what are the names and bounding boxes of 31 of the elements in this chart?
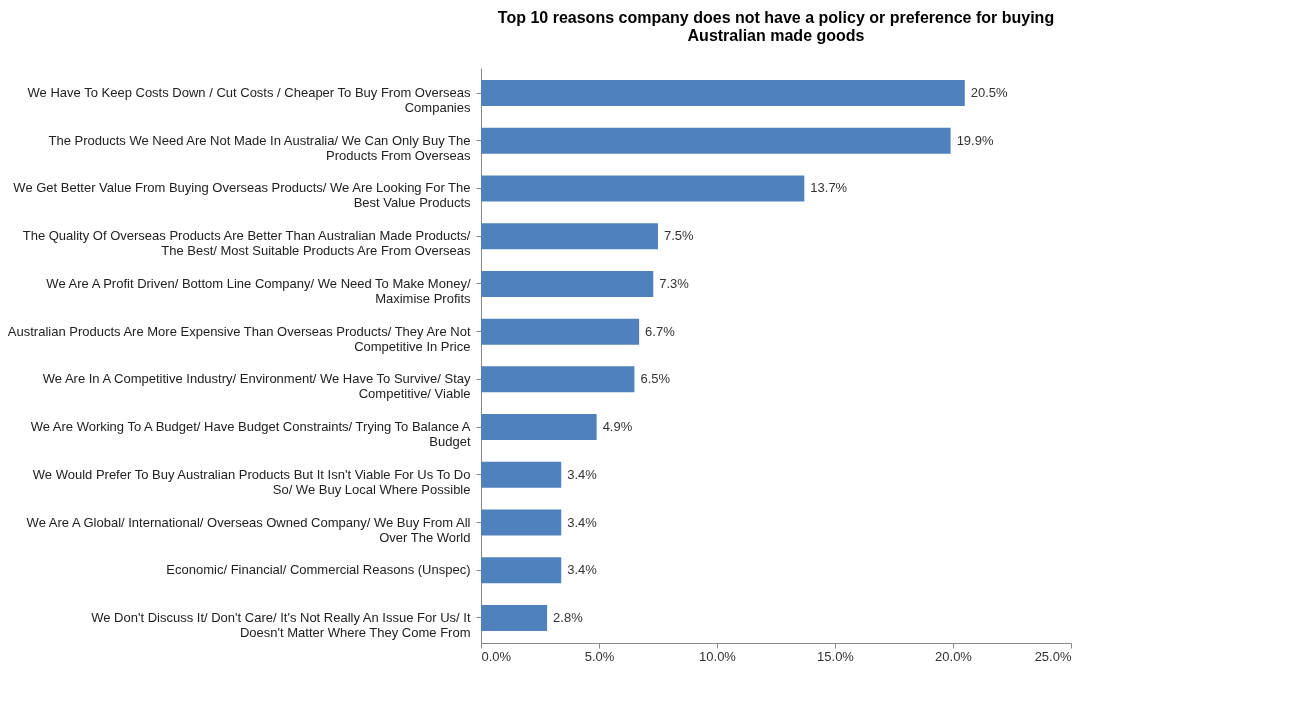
y-tick-label: We Don't Discuss It/ Don't Care/ It's Not Really An Issue For Us/ It Doesn't Matter Where They Come From [91, 609, 471, 640]
x-tick-label: 10.0% [699, 648, 737, 664]
chart-title: Top 10 reasons company does not have a policy or preference for buying Australian made goods [497, 9, 1055, 44]
data-label: 6.5% [640, 371, 671, 387]
x-tick-label: 0.0% [481, 648, 512, 664]
x-tick-label: 5.0% [584, 648, 615, 664]
data-label: 13.7% [810, 180, 848, 196]
data-label: 3.4% [567, 514, 598, 530]
data-label: 4.9% [602, 419, 633, 435]
x-tick-label: 20.0% [935, 648, 973, 664]
data-label: 7.5% [664, 228, 695, 244]
y-tick-label: We Are A Global/ International/ Overseas Owned Company/ We Buy From All Over The World [26, 514, 471, 545]
y-tick-label: Australian Products Are More Expensive Than Overseas Products/ They Are Not Competitive In Price [7, 323, 471, 354]
data-label: 19.9% [956, 132, 994, 148]
y-tick-label: We Are In A Competitive Industry/ Environment/ We Have To Survive/ Stay Competitive/ Viable [42, 371, 471, 402]
data-label: 20.5% [970, 85, 1009, 101]
y-tick-label: The Products We Need Are Not Made In Australia/ We Can Only Buy The Products From Overseas [48, 132, 471, 163]
data-label: 3.4% [567, 562, 598, 578]
y-tick-label: Economic/ Financial/ Commercial Reasons (Unspec) [166, 562, 471, 578]
data-label: 7.3% [659, 275, 690, 291]
data-label: 2.8% [553, 609, 584, 625]
data-label: 6.7% [645, 323, 676, 339]
y-tick-label: We Would Prefer To Buy Australian Products But It Isn't Viable For Us To Do So/ We Buy Local Where Possible [32, 466, 471, 497]
x-tick-label: 25.0% [1034, 648, 1072, 664]
data-label: 3.4% [567, 466, 598, 482]
y-tick-label: We Are Working To A Budget/ Have Budget Constraints/ Trying To Balance A Budget [30, 419, 471, 450]
y-tick-label: The Quality Of Overseas Products Are Better Than Australian Made Products/ The Best/ Most Suitable Products Are From Overseas [22, 228, 471, 259]
x-tick-label: 15.0% [817, 648, 855, 664]
y-tick-label: We Have To Keep Costs Down / Cut Costs / Cheaper To Buy From Overseas Companies [27, 85, 471, 116]
y-tick-label: We Get Better Value From Buying Overseas Products/ We Are Looking For The Best Value Products [13, 180, 471, 211]
y-tick-label: We Are A Profit Driven/ Bottom Line Company/ We Need To Make Money/ Maximise Profits [46, 275, 471, 306]
